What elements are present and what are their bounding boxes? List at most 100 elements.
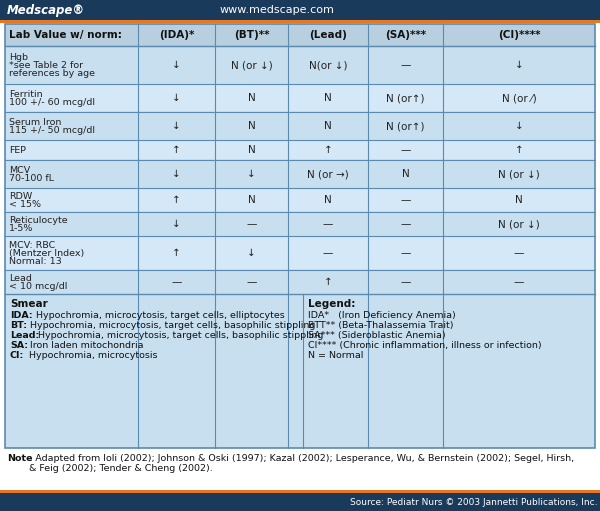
Text: N (or ↓): N (or ↓): [498, 219, 540, 229]
Text: Smear: Smear: [10, 299, 48, 309]
Text: : Adapted from Ioli (2002); Johnson & Oski (1997); Kazal (2002); Lesperance, Wu,: : Adapted from Ioli (2002); Johnson & Os…: [29, 454, 574, 473]
Bar: [5, 24, 595, 46]
Text: N(or ↓): N(or ↓): [309, 60, 347, 70]
Text: —: —: [323, 219, 333, 229]
Text: N (or ⁄): N (or ⁄): [502, 93, 536, 103]
Text: Reticulocyte: Reticulocyte: [9, 216, 68, 224]
Text: ↓: ↓: [247, 248, 256, 258]
Text: CI:: CI:: [10, 351, 24, 360]
Text: (BT)**: (BT)**: [234, 30, 269, 40]
Text: Hypochromia, microcytosis: Hypochromia, microcytosis: [29, 351, 157, 360]
Bar: [0, 493, 600, 511]
Text: Note: Note: [7, 454, 32, 463]
Text: —: —: [247, 219, 257, 229]
Text: N: N: [248, 93, 256, 103]
Text: —: —: [400, 145, 410, 155]
Text: BT:: BT:: [10, 321, 27, 330]
Text: ↓: ↓: [172, 169, 181, 179]
Text: —: —: [400, 195, 410, 205]
Text: —: —: [247, 277, 257, 287]
Text: N: N: [248, 145, 256, 155]
Bar: [6, 270, 594, 293]
Text: ↑: ↑: [323, 277, 332, 287]
Text: Hypochromia, microcytosis, target cells, basophilic stippling: Hypochromia, microcytosis, target cells,…: [30, 321, 316, 330]
Text: N (or ↓): N (or ↓): [498, 169, 540, 179]
Text: Medscape®: Medscape®: [7, 4, 85, 16]
Text: —: —: [172, 277, 182, 287]
Text: www.medscape.com: www.medscape.com: [220, 5, 335, 15]
Bar: [5, 24, 595, 448]
Text: Lead:: Lead:: [10, 331, 39, 340]
Text: 100 +/- 60 mcg/dl: 100 +/- 60 mcg/dl: [9, 98, 95, 106]
Text: 1-5%: 1-5%: [9, 223, 34, 233]
Text: references by age: references by age: [9, 68, 95, 78]
Text: N: N: [324, 93, 332, 103]
Text: ↓: ↓: [247, 169, 256, 179]
Text: FEP: FEP: [9, 146, 26, 154]
Text: ↓: ↓: [172, 60, 181, 70]
Text: ↓: ↓: [172, 121, 181, 131]
Bar: [0, 490, 600, 493]
Text: N: N: [248, 195, 256, 205]
Text: —: —: [514, 277, 524, 287]
Text: ↓: ↓: [515, 60, 523, 70]
Text: ↓: ↓: [515, 121, 523, 131]
Text: ↑: ↑: [515, 145, 523, 155]
Bar: [6, 212, 594, 235]
Text: N (or↑): N (or↑): [386, 121, 425, 131]
Text: —: —: [400, 60, 410, 70]
Bar: [6, 84, 594, 111]
Bar: [6, 160, 594, 187]
Text: Lab Value w/ norm:: Lab Value w/ norm:: [9, 30, 122, 40]
Text: Serum Iron: Serum Iron: [9, 118, 61, 127]
Text: IDA:: IDA:: [10, 311, 32, 320]
Text: < 10 mcg/dl: < 10 mcg/dl: [9, 282, 67, 290]
Text: (CI)****: (CI)****: [498, 30, 540, 40]
Text: N: N: [515, 195, 523, 205]
Text: ↑: ↑: [172, 248, 181, 258]
Bar: [6, 140, 594, 159]
Text: Iron laden mitochondria: Iron laden mitochondria: [30, 341, 143, 350]
Text: IDA*   (Iron Deficiency Anemia): IDA* (Iron Deficiency Anemia): [308, 311, 456, 320]
Text: ↑: ↑: [172, 145, 181, 155]
Text: Lead: Lead: [9, 273, 32, 283]
Bar: [5, 24, 595, 448]
Text: N (or →): N (or →): [307, 169, 349, 179]
Bar: [6, 294, 594, 447]
Bar: [6, 236, 594, 269]
Text: MCV: RBC: MCV: RBC: [9, 241, 55, 249]
Text: N: N: [324, 195, 332, 205]
Text: (IDA)*: (IDA)*: [159, 30, 194, 40]
Text: (Lead): (Lead): [309, 30, 347, 40]
Text: Hgb: Hgb: [9, 53, 28, 61]
Text: 70-100 fL: 70-100 fL: [9, 174, 54, 182]
Text: N: N: [401, 169, 409, 179]
Bar: [0, 20, 600, 23]
Bar: [6, 46, 594, 83]
Text: < 15%: < 15%: [9, 199, 41, 208]
Text: N: N: [324, 121, 332, 131]
Text: SA*** (Sideroblastic Anemia): SA*** (Sideroblastic Anemia): [308, 331, 446, 340]
Text: Legend:: Legend:: [308, 299, 355, 309]
Text: —: —: [400, 248, 410, 258]
Text: Source: Pediatr Nurs © 2003 Jannetti Publications, Inc.: Source: Pediatr Nurs © 2003 Jannetti Pub…: [350, 498, 598, 506]
Text: 115 +/- 50 mcg/dl: 115 +/- 50 mcg/dl: [9, 126, 95, 134]
Text: —: —: [400, 277, 410, 287]
Text: N: N: [248, 121, 256, 131]
Text: Ferritin: Ferritin: [9, 89, 43, 99]
Text: Normal: 13: Normal: 13: [9, 257, 62, 266]
Text: (Mentzer Index): (Mentzer Index): [9, 248, 84, 258]
Text: Hypochromia, microcytosis, target cells, basophilic stippling: Hypochromia, microcytosis, target cells,…: [38, 331, 323, 340]
Text: —: —: [400, 219, 410, 229]
Text: —: —: [323, 248, 333, 258]
Text: *see Table 2 for: *see Table 2 for: [9, 60, 83, 69]
Text: N = Normal: N = Normal: [308, 351, 364, 360]
Text: Hypochromia, microcytosis, target cells, elliptocytes: Hypochromia, microcytosis, target cells,…: [36, 311, 285, 320]
Text: SA:: SA:: [10, 341, 28, 350]
Text: RDW: RDW: [9, 192, 32, 200]
Text: N (or↑): N (or↑): [386, 93, 425, 103]
Text: ↓: ↓: [172, 219, 181, 229]
Bar: [6, 188, 594, 211]
Text: —: —: [514, 248, 524, 258]
Text: ↑: ↑: [172, 195, 181, 205]
